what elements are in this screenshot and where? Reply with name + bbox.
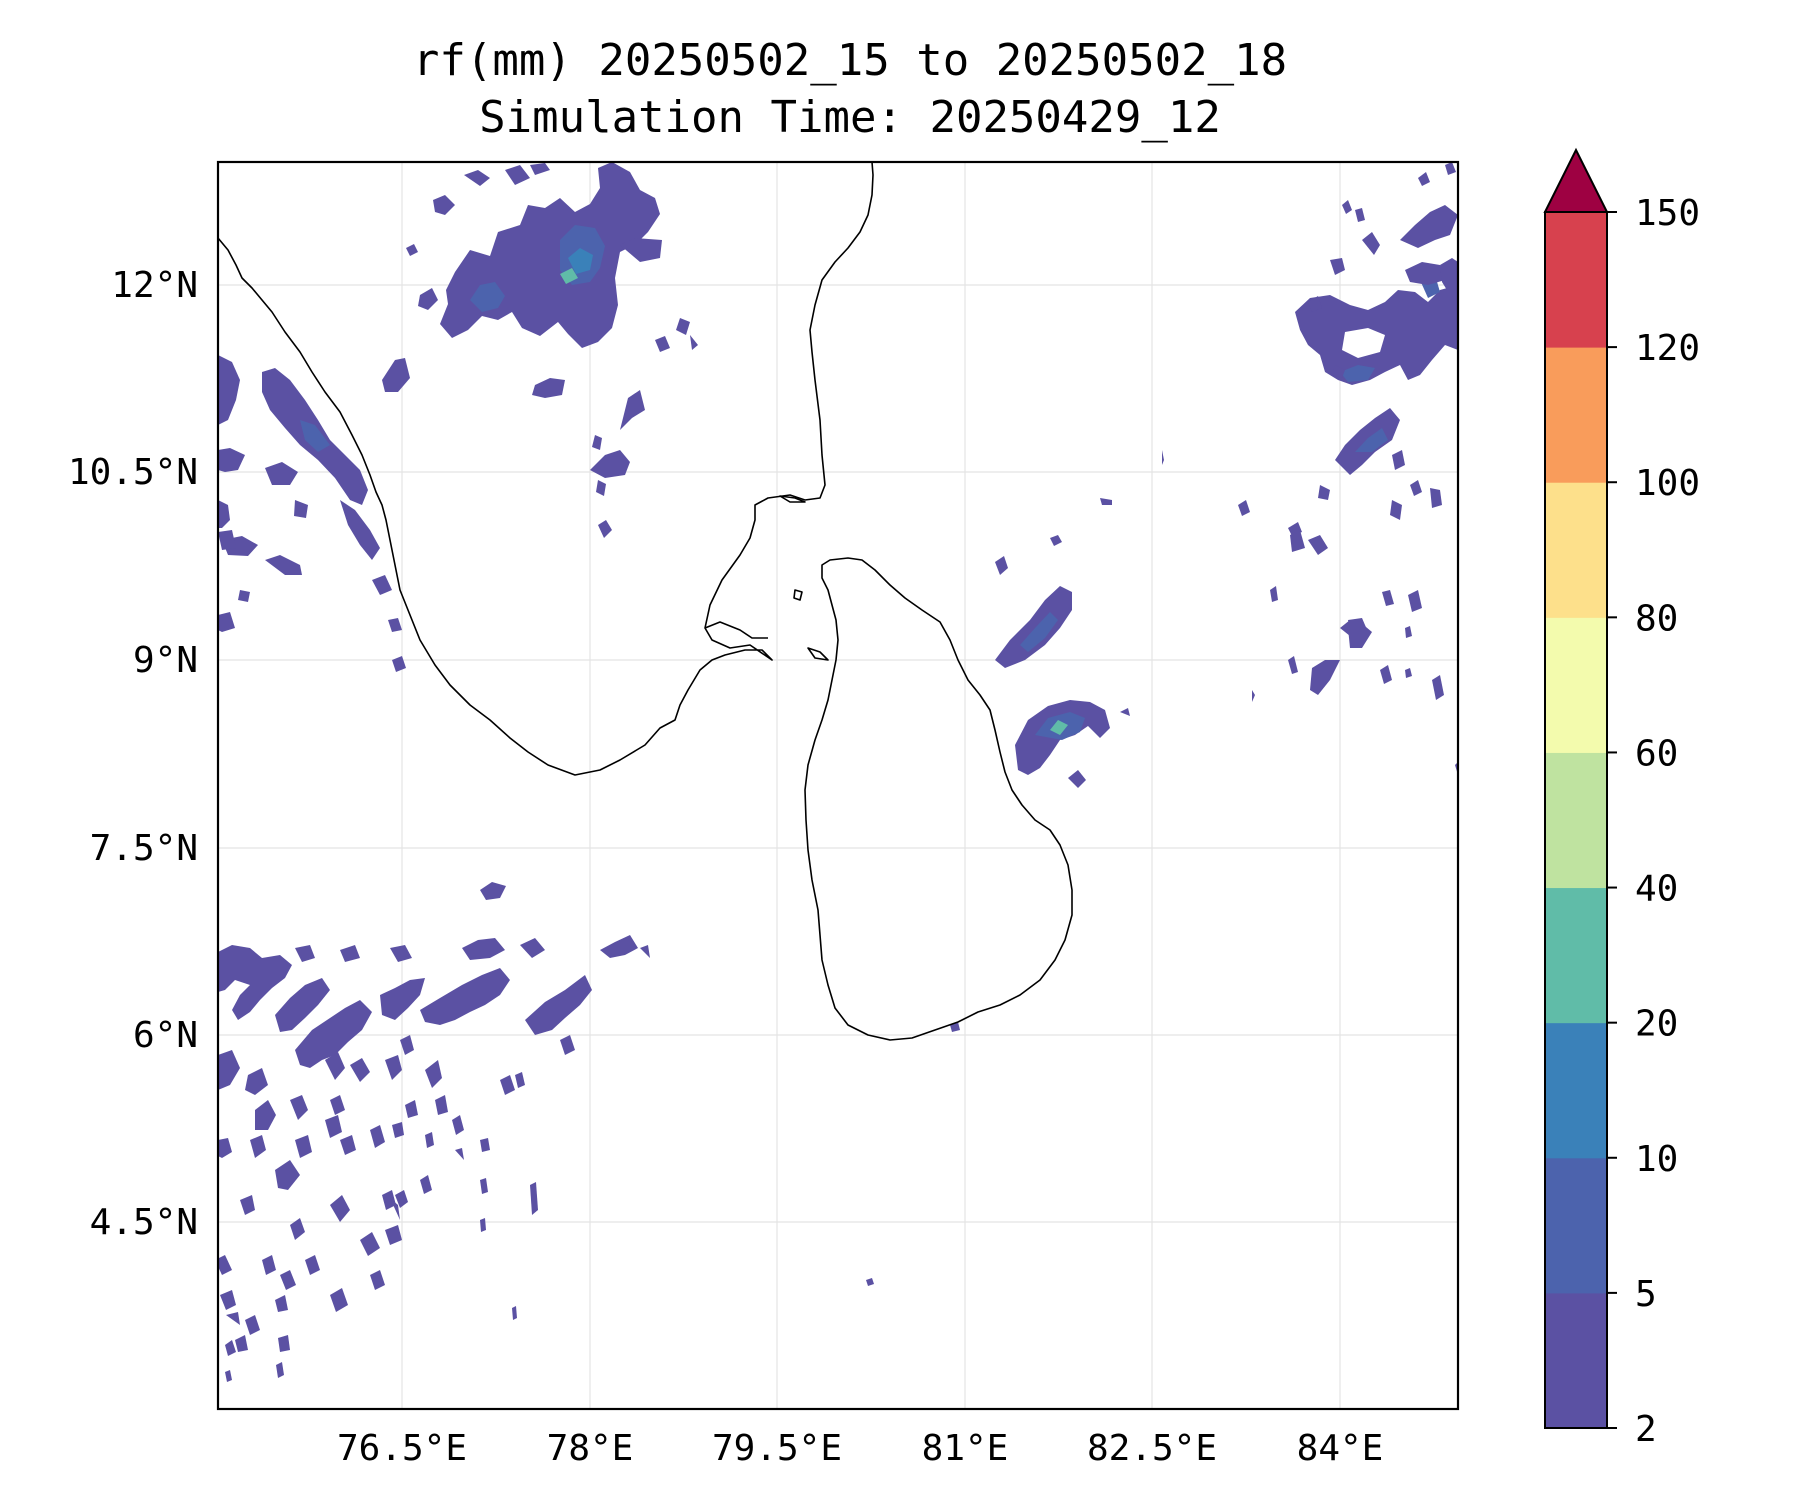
colorbar-segment <box>1545 617 1607 753</box>
coastlines <box>218 162 1073 1041</box>
lon-tick-label: 82.5°E <box>1087 1428 1217 1469</box>
coastline-islet-2 <box>807 647 829 661</box>
colorbar-tick-label: 80 <box>1635 598 1678 639</box>
rain-scatter-southwest <box>218 882 960 1382</box>
colorbar-tick-label: 150 <box>1635 193 1700 234</box>
map-title-line1: rf(mm) 20250502_15 to 20250502_18 <box>413 35 1287 86</box>
map-title-line2: Simulation Time: 20250429_12 <box>479 92 1221 143</box>
lon-tick-label: 84°E <box>1297 1428 1384 1469</box>
lat-tick-label: 10.5°N <box>68 452 198 493</box>
rain-cluster-bay-of-bengal-east <box>1162 162 1458 775</box>
coastline-adams-bridge <box>704 621 768 639</box>
rain-cluster-northwest <box>382 162 698 538</box>
colorbar-segment <box>1545 1022 1607 1159</box>
colorbar-segment <box>1545 482 1607 618</box>
colorbar-tick-label: 10 <box>1635 1139 1678 1180</box>
coastline-sri-lanka <box>804 557 1073 1041</box>
lat-tick-label: 12°N <box>111 265 198 306</box>
rain-cluster-northeast-srilanka <box>995 498 1130 788</box>
colorbar-tick-label: 40 <box>1635 869 1678 910</box>
colorbar-tick-label: 60 <box>1635 733 1678 774</box>
lat-tick-label: 9°N <box>133 640 198 681</box>
lat-axis: 12°N 10.5°N 9°N 7.5°N 6°N 4.5°N <box>68 265 198 1243</box>
lat-tick-label: 6°N <box>133 1015 198 1056</box>
rain-band-kerala-coast <box>218 355 406 672</box>
coastline-islet-1 <box>793 589 803 601</box>
rainfall-contours <box>218 162 1458 1382</box>
colorbar: 2 5 10 20 40 60 80 100 120 150 <box>1543 147 1700 1450</box>
lon-tick-label: 79.5°E <box>712 1428 842 1469</box>
colorbar-tick-label: 20 <box>1635 1004 1678 1045</box>
lon-tick-label: 81°E <box>922 1428 1009 1469</box>
colorbar-segment <box>1545 1157 1607 1294</box>
colorbar-segment <box>1545 212 1607 348</box>
lon-axis: 76.5°E 78°E 79.5°E 81°E 82.5°E 84°E <box>337 1428 1383 1469</box>
coastline-india <box>218 162 874 776</box>
colorbar-segment <box>1545 1292 1607 1429</box>
colorbar-tick-label: 5 <box>1635 1274 1657 1315</box>
colorbar-segment <box>1545 347 1607 483</box>
lon-tick-label: 78°E <box>547 1428 634 1469</box>
lat-tick-label: 7.5°N <box>90 828 198 869</box>
lat-tick-label: 4.5°N <box>90 1202 198 1243</box>
map-panel <box>218 162 1458 1409</box>
colorbar-segment <box>1545 752 1607 889</box>
lon-tick-label: 76.5°E <box>337 1428 467 1469</box>
colorbar-segment <box>1545 887 1607 1024</box>
colorbar-tick-label: 120 <box>1635 328 1700 369</box>
coastline-islet-3 <box>779 495 806 503</box>
colorbar-frame <box>1544 211 1608 1429</box>
colorbar-tick-label: 2 <box>1635 1409 1657 1450</box>
colorbar-tick-label: 100 <box>1635 463 1700 504</box>
map-frame <box>216 160 1460 1411</box>
